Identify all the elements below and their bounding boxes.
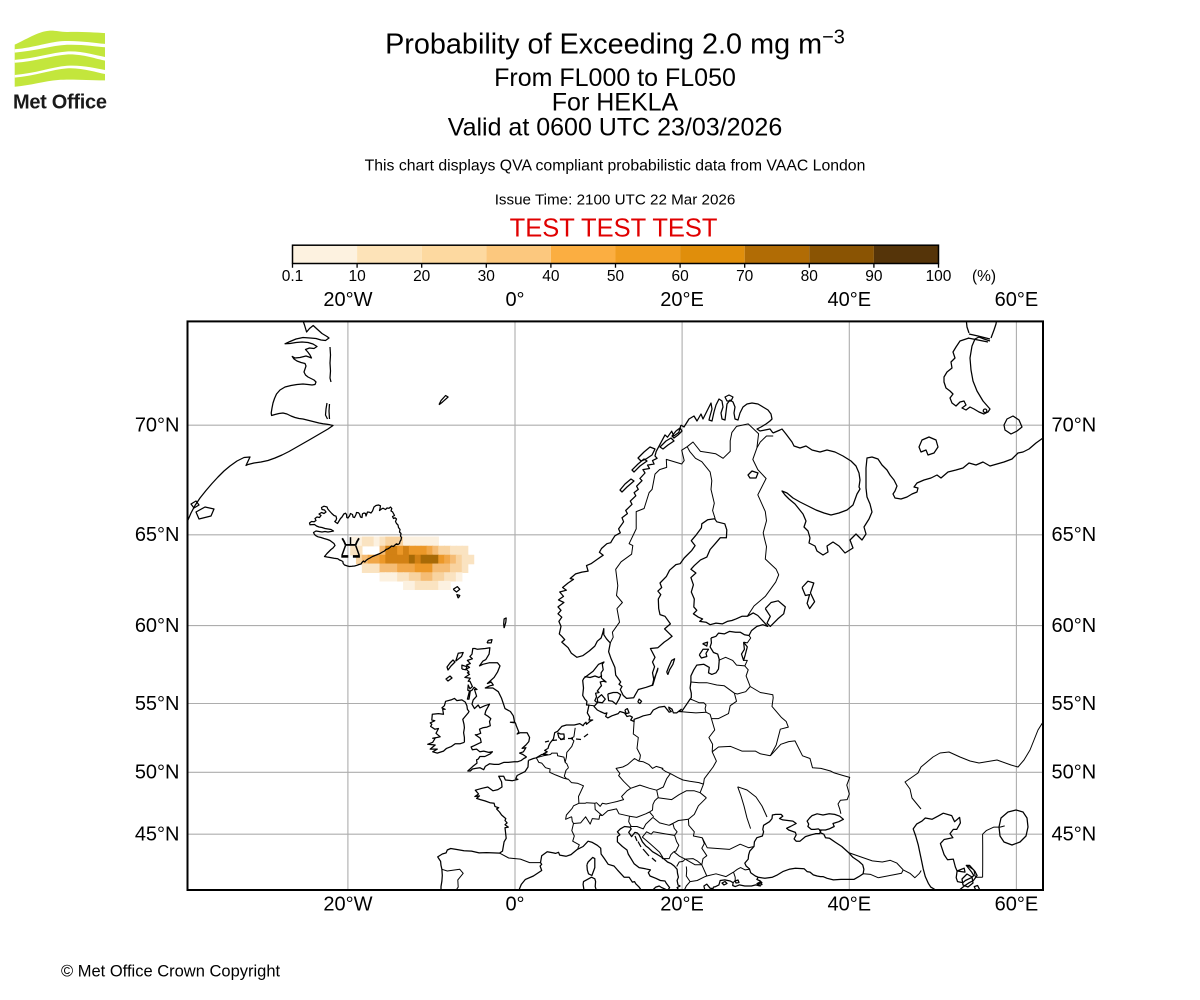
svg-text:65°N: 65°N [135, 524, 180, 546]
svg-text:65°N: 65°N [1052, 524, 1097, 546]
svg-text:Probability of Exceeding 2.0 m: Probability of Exceeding 2.0 mg m−3 [385, 27, 845, 61]
svg-text:70°N: 70°N [1052, 415, 1097, 437]
svg-text:40: 40 [542, 268, 560, 285]
svg-text:60: 60 [671, 268, 689, 285]
svg-text:0°: 0° [505, 894, 524, 916]
svg-text:60°E: 60°E [995, 894, 1039, 916]
svg-text:Valid at 0600 UTC 23/03/2026: Valid at 0600 UTC 23/03/2026 [448, 114, 783, 142]
svg-text:60°N: 60°N [1052, 615, 1097, 637]
svg-text:For HEKLA: For HEKLA [552, 88, 679, 116]
svg-text:45°N: 45°N [1052, 824, 1097, 846]
svg-text:20°E: 20°E [660, 894, 704, 916]
svg-text:60°E: 60°E [995, 289, 1039, 311]
svg-text:© Met Office Crown Copyright: © Met Office Crown Copyright [61, 963, 281, 981]
svg-text:(%): (%) [972, 268, 996, 285]
svg-text:60°N: 60°N [135, 615, 180, 637]
svg-text:From FL000 to FL050: From FL000 to FL050 [494, 64, 736, 92]
svg-text:20: 20 [413, 268, 431, 285]
svg-text:55°N: 55°N [135, 693, 180, 715]
svg-text:Issue Time: 2100 UTC 22 Mar 20: Issue Time: 2100 UTC 22 Mar 2026 [495, 191, 736, 208]
svg-text:45°N: 45°N [135, 824, 180, 846]
svg-text:20°W: 20°W [323, 289, 372, 311]
svg-text:70: 70 [736, 268, 754, 285]
svg-text:50°N: 50°N [135, 762, 180, 784]
svg-text:20°W: 20°W [323, 894, 372, 916]
svg-text:40°E: 40°E [828, 289, 872, 311]
svg-text:50: 50 [607, 268, 625, 285]
svg-text:0.1: 0.1 [282, 268, 304, 285]
svg-text:0°: 0° [505, 289, 524, 311]
svg-text:80: 80 [801, 268, 819, 285]
svg-text:10: 10 [348, 268, 366, 285]
svg-text:40°E: 40°E [828, 894, 872, 916]
svg-text:30: 30 [478, 268, 496, 285]
svg-text:Met Office: Met Office [13, 92, 107, 114]
svg-text:50°N: 50°N [1052, 762, 1097, 784]
svg-text:This chart displays QVA compli: This chart displays QVA compliant probab… [365, 157, 866, 174]
svg-text:70°N: 70°N [135, 415, 180, 437]
svg-text:90: 90 [865, 268, 883, 285]
svg-text:100: 100 [926, 268, 952, 285]
svg-text:TEST TEST TEST: TEST TEST TEST [510, 214, 718, 242]
svg-text:55°N: 55°N [1052, 693, 1097, 715]
svg-text:20°E: 20°E [660, 289, 704, 311]
